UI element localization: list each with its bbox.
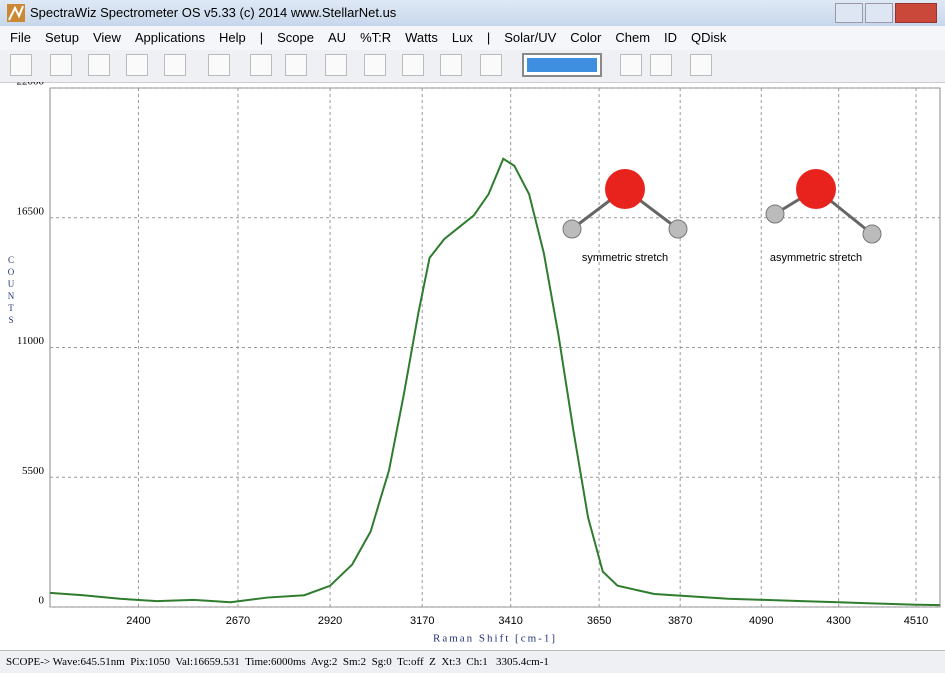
menu-item[interactable]: AU xyxy=(328,30,347,45)
x-tick-label: 3410 xyxy=(498,615,522,627)
y-tick-label: 16500 xyxy=(17,205,45,217)
x-tick-label: 4510 xyxy=(904,615,928,627)
toolbar-button[interactable] xyxy=(440,54,462,76)
close-button[interactable] xyxy=(895,3,937,23)
toolbar-button[interactable] xyxy=(88,54,110,76)
menu-item[interactable]: Lux xyxy=(451,30,473,45)
menu-item[interactable]: Setup xyxy=(44,30,79,45)
toolbar-button[interactable] xyxy=(10,54,32,76)
menu-item[interactable]: | xyxy=(486,30,491,45)
y-tick-label: 11000 xyxy=(17,335,45,347)
toolbar-button[interactable] xyxy=(250,54,272,76)
x-tick-label: 2400 xyxy=(126,615,150,627)
x-tick-label: 3650 xyxy=(587,615,611,627)
toolbar xyxy=(0,50,945,83)
toolbar-button[interactable] xyxy=(164,54,186,76)
y-tick-label: 5500 xyxy=(22,465,45,477)
toolbar-button[interactable] xyxy=(126,54,148,76)
oxygen-atom xyxy=(796,169,836,209)
menu-bar: File Setup View Applications Help | Scope AU %T:… xyxy=(0,26,945,50)
minimize-button[interactable] xyxy=(835,3,863,23)
color-swatch xyxy=(527,58,597,72)
x-tick-label: 3870 xyxy=(668,615,692,627)
toolbar-button[interactable] xyxy=(325,54,347,76)
status-bar: SCOPE-> Wave:645.51nm Pix:1050 Val:16659… xyxy=(0,650,945,673)
toolbar-button[interactable] xyxy=(480,54,502,76)
chart: 0 5500 11000 16500 22000 2400 2670 2920 3170 3410… xyxy=(17,82,941,645)
menu-item[interactable]: Applications xyxy=(134,30,205,45)
window-controls xyxy=(835,3,937,23)
color-selector[interactable] xyxy=(522,53,602,77)
toolbar-button[interactable] xyxy=(650,54,672,76)
menu-item[interactable]: Solar/UV xyxy=(504,30,557,45)
hydrogen-atom xyxy=(562,219,582,239)
menu-item[interactable]: QDisk xyxy=(691,30,727,45)
toolbar-button[interactable] xyxy=(364,54,386,76)
menu-item[interactable]: Scope xyxy=(277,30,315,45)
y-tick-label: 22000 xyxy=(17,82,45,88)
toolbar-button[interactable] xyxy=(620,54,642,76)
y-tick-label: 0 xyxy=(39,595,45,607)
x-tick-label: 4090 xyxy=(749,615,773,627)
toolbar-button[interactable] xyxy=(285,54,307,76)
x-tick-label: 4300 xyxy=(826,615,850,627)
app-icon xyxy=(7,4,25,22)
hydrogen-atom xyxy=(765,204,785,224)
maximize-button[interactable] xyxy=(865,3,893,23)
annotation: symmetric stretch xyxy=(582,252,668,264)
menu-item[interactable]: ID xyxy=(664,30,678,45)
oxygen-atom xyxy=(605,169,645,209)
menu-item[interactable]: Watts xyxy=(405,30,438,45)
menu-item[interactable]: File xyxy=(10,30,31,45)
toolbar-button[interactable] xyxy=(402,54,424,76)
x-tick-label: 3170 xyxy=(410,615,434,627)
menu-item[interactable]: Chem xyxy=(615,30,651,45)
x-axis-label: Raman Shift [cm-1] xyxy=(433,633,557,645)
toolbar-button[interactable] xyxy=(690,54,712,76)
x-tick-label: 2920 xyxy=(318,615,342,627)
menu-item[interactable]: View xyxy=(92,30,121,45)
hydrogen-atom xyxy=(862,224,882,244)
toolbar-button[interactable] xyxy=(50,54,72,76)
annotation: asymmetric stretch xyxy=(770,252,862,264)
toolbar-button[interactable] xyxy=(208,54,230,76)
x-tick-label: 2670 xyxy=(226,615,250,627)
window-title: SpectraWiz Spectrometer OS v5.33 (c) 201… xyxy=(30,5,397,20)
menu-item[interactable]: Color xyxy=(570,30,602,45)
y-axis-label: COUNTS xyxy=(6,255,16,327)
spectrum-line xyxy=(49,157,941,607)
menu-item[interactable]: Help xyxy=(219,30,246,45)
hydrogen-atom xyxy=(668,219,688,239)
menu-item[interactable]: %T:R xyxy=(360,30,392,45)
menu-item[interactable]: | xyxy=(259,30,264,45)
title-bar: SpectraWiz Spectrometer OS v5.33 (c) 201… xyxy=(0,0,945,26)
